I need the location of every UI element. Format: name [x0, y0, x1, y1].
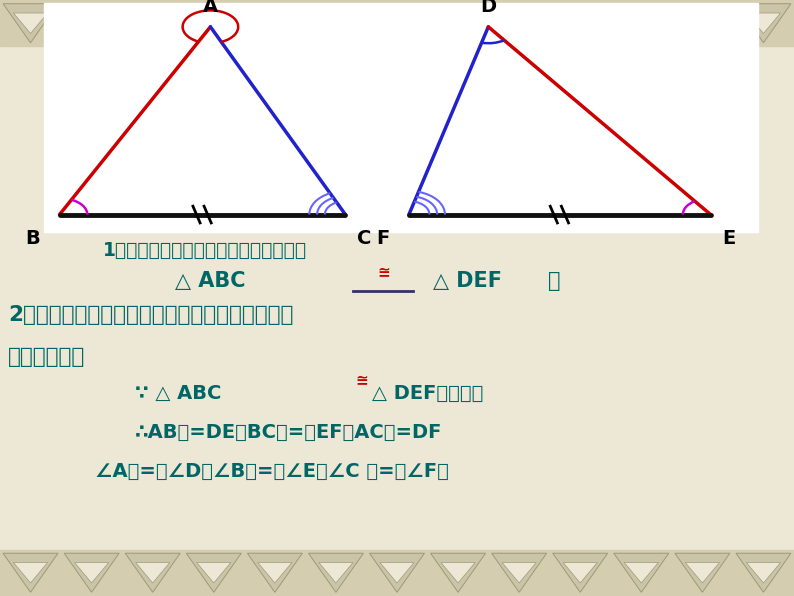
- Polygon shape: [308, 553, 364, 592]
- Polygon shape: [624, 563, 658, 583]
- Polygon shape: [64, 553, 119, 592]
- Polygon shape: [3, 553, 58, 592]
- Text: F: F: [376, 229, 389, 249]
- Polygon shape: [553, 553, 607, 592]
- Polygon shape: [430, 553, 486, 592]
- Polygon shape: [248, 553, 303, 592]
- Polygon shape: [369, 4, 425, 43]
- Polygon shape: [430, 4, 486, 43]
- Text: △ DEF（已知）: △ DEF（已知）: [372, 384, 483, 403]
- Polygon shape: [624, 13, 658, 33]
- Polygon shape: [380, 563, 414, 583]
- Polygon shape: [502, 13, 536, 33]
- Polygon shape: [248, 4, 303, 43]
- Polygon shape: [136, 13, 170, 33]
- Polygon shape: [319, 13, 353, 33]
- Text: A: A: [202, 0, 218, 16]
- Polygon shape: [746, 563, 781, 583]
- Polygon shape: [13, 563, 48, 583]
- Polygon shape: [441, 563, 475, 583]
- Polygon shape: [563, 563, 597, 583]
- Polygon shape: [675, 4, 730, 43]
- Text: E: E: [723, 229, 736, 249]
- Polygon shape: [75, 563, 109, 583]
- Polygon shape: [491, 4, 546, 43]
- Polygon shape: [3, 4, 58, 43]
- Polygon shape: [563, 13, 597, 33]
- Polygon shape: [553, 4, 607, 43]
- Polygon shape: [685, 563, 719, 583]
- Polygon shape: [736, 553, 791, 592]
- Bar: [0, 550, 794, 596]
- Text: 应角的关系：: 应角的关系：: [8, 347, 85, 367]
- Polygon shape: [736, 4, 791, 43]
- Polygon shape: [258, 13, 292, 33]
- Polygon shape: [125, 553, 180, 592]
- Polygon shape: [369, 553, 425, 592]
- Text: C: C: [357, 229, 372, 249]
- Text: △ DEF: △ DEF: [433, 271, 502, 291]
- Polygon shape: [685, 13, 719, 33]
- Text: ∴AB＿=DE，BC＿=＿EF，AC＿=DF: ∴AB＿=DE，BC＿=＿EF，AC＿=DF: [135, 423, 442, 442]
- Polygon shape: [197, 13, 231, 33]
- Polygon shape: [614, 4, 669, 43]
- Polygon shape: [13, 13, 48, 33]
- Polygon shape: [64, 4, 119, 43]
- Polygon shape: [746, 13, 781, 33]
- Polygon shape: [187, 553, 241, 592]
- Polygon shape: [319, 563, 353, 583]
- Polygon shape: [197, 563, 231, 583]
- Text: B: B: [25, 229, 40, 249]
- Text: 2、根据全等三角形的定义我们知道了对应边、对: 2、根据全等三角形的定义我们知道了对应边、对: [8, 305, 293, 325]
- Polygon shape: [75, 13, 109, 33]
- Polygon shape: [441, 13, 475, 33]
- Polygon shape: [125, 4, 180, 43]
- Text: ≅: ≅: [377, 265, 390, 280]
- Polygon shape: [675, 553, 730, 592]
- Text: D: D: [480, 0, 496, 16]
- Polygon shape: [187, 4, 241, 43]
- Text: ∵ △ ABC: ∵ △ ABC: [135, 384, 228, 403]
- Text: 。: 。: [548, 271, 561, 291]
- Polygon shape: [308, 4, 364, 43]
- Text: ∠A＿=＿∠D，∠B＿=＿∠E，∠C ＿=＿∠F。: ∠A＿=＿∠D，∠B＿=＿∠E，∠C ＿=＿∠F。: [95, 462, 449, 481]
- Polygon shape: [136, 563, 170, 583]
- Text: ≅: ≅: [355, 372, 368, 388]
- Polygon shape: [380, 13, 414, 33]
- Bar: [0, 0, 794, 46]
- Bar: [44, 3, 758, 232]
- Polygon shape: [502, 563, 536, 583]
- Polygon shape: [614, 553, 669, 592]
- Polygon shape: [491, 553, 546, 592]
- Text: 1、观察上图中的全等三角形应表示为：: 1、观察上图中的全等三角形应表示为：: [103, 241, 307, 260]
- Polygon shape: [258, 563, 292, 583]
- Text: △ ABC: △ ABC: [175, 271, 245, 291]
